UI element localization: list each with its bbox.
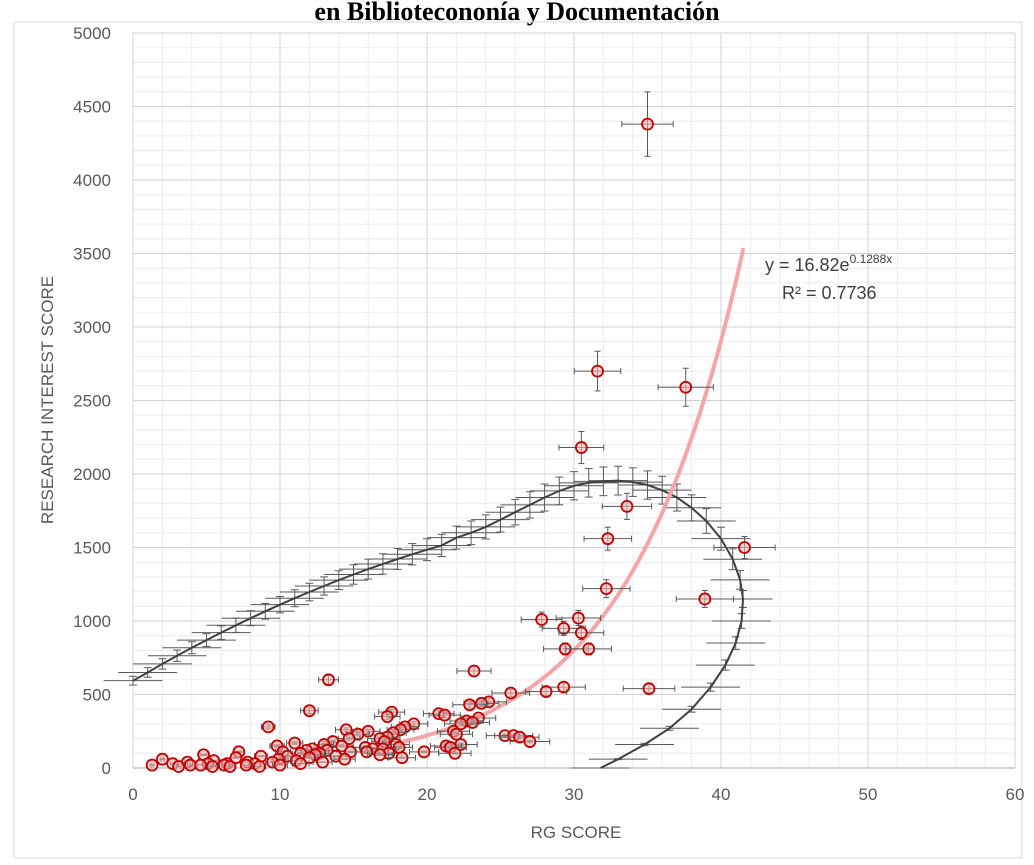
trendline-r-squared: R² = 0.7736 bbox=[782, 283, 877, 303]
trendline-equation-base: y = 16.82e bbox=[765, 255, 850, 275]
chart-border bbox=[13, 21, 1023, 859]
data-point bbox=[338, 752, 352, 766]
data-point bbox=[641, 117, 654, 131]
data-point bbox=[448, 746, 462, 760]
y-axis-title: RESEARCH INTEREST SCORE bbox=[38, 276, 57, 524]
data-point bbox=[239, 758, 253, 772]
y-tick-label: 3500 bbox=[73, 245, 111, 264]
data-point bbox=[316, 755, 330, 769]
data-point bbox=[145, 758, 159, 772]
data-point bbox=[574, 626, 588, 640]
x-tick-label: 10 bbox=[271, 785, 290, 804]
data-point bbox=[449, 727, 463, 741]
y-tick-label: 0 bbox=[102, 759, 111, 778]
y-tick-label: 2500 bbox=[73, 392, 111, 411]
curve-series-line bbox=[132, 479, 745, 769]
data-point bbox=[454, 717, 468, 731]
y-tick-label: 1000 bbox=[73, 612, 111, 631]
data-point bbox=[504, 686, 518, 700]
data-point bbox=[183, 758, 197, 772]
data-point bbox=[261, 720, 275, 734]
data-point bbox=[582, 642, 596, 656]
data-point bbox=[642, 682, 656, 696]
data-point bbox=[599, 582, 613, 596]
data-points bbox=[145, 91, 776, 773]
y-tick-label: 3000 bbox=[73, 318, 111, 337]
data-point bbox=[361, 724, 375, 738]
trendline-equation-exponent: 0.1288x bbox=[850, 252, 893, 266]
data-point bbox=[698, 592, 712, 606]
data-point bbox=[302, 704, 316, 718]
data-point bbox=[523, 735, 537, 748]
data-point bbox=[463, 698, 477, 712]
data-point bbox=[417, 745, 431, 759]
x-axis-title: RG SCORE bbox=[531, 823, 622, 842]
x-tick-label: 30 bbox=[565, 785, 584, 804]
x-tick-label: 60 bbox=[1006, 785, 1025, 804]
data-point bbox=[738, 541, 751, 554]
data-point bbox=[373, 748, 387, 762]
data-point bbox=[574, 441, 588, 454]
x-tick-label: 50 bbox=[859, 785, 878, 804]
y-tick-label: 2000 bbox=[73, 465, 111, 484]
data-point bbox=[194, 758, 208, 772]
data-point bbox=[601, 532, 615, 546]
data-point bbox=[253, 760, 266, 773]
data-point bbox=[474, 696, 488, 710]
data-point bbox=[466, 716, 479, 729]
data-point bbox=[342, 732, 356, 745]
data-point bbox=[294, 757, 307, 770]
data-point bbox=[557, 621, 571, 635]
parabolic-band bbox=[103, 465, 773, 769]
y-tick-label: 4500 bbox=[73, 98, 111, 117]
data-point bbox=[229, 751, 243, 765]
data-point bbox=[288, 736, 302, 750]
data-point bbox=[467, 664, 481, 678]
x-tick-label: 20 bbox=[418, 785, 437, 804]
trendline-equation: y = 16.82e0.1288x bbox=[765, 252, 892, 275]
data-point bbox=[273, 758, 287, 772]
data-point bbox=[322, 673, 335, 687]
data-point bbox=[535, 613, 549, 626]
data-point bbox=[572, 611, 585, 625]
y-tick-label: 500 bbox=[83, 686, 111, 705]
data-point bbox=[360, 745, 374, 759]
x-tick-label: 40 bbox=[712, 785, 731, 804]
data-point bbox=[513, 730, 527, 744]
data-point bbox=[438, 708, 452, 722]
data-point bbox=[205, 760, 219, 773]
data-point bbox=[380, 710, 394, 723]
data-point bbox=[223, 760, 237, 773]
y-tick-label: 1500 bbox=[73, 539, 111, 558]
x-tick-label: 0 bbox=[128, 785, 137, 804]
data-point bbox=[395, 751, 409, 765]
y-tick-label: 5000 bbox=[73, 24, 111, 43]
data-point bbox=[172, 760, 185, 773]
data-point bbox=[155, 752, 169, 766]
data-point bbox=[591, 364, 604, 378]
data-point bbox=[539, 685, 553, 698]
y-tick-label: 4000 bbox=[73, 171, 111, 190]
data-point bbox=[620, 499, 634, 513]
data-point bbox=[679, 380, 693, 394]
data-point bbox=[557, 680, 571, 694]
